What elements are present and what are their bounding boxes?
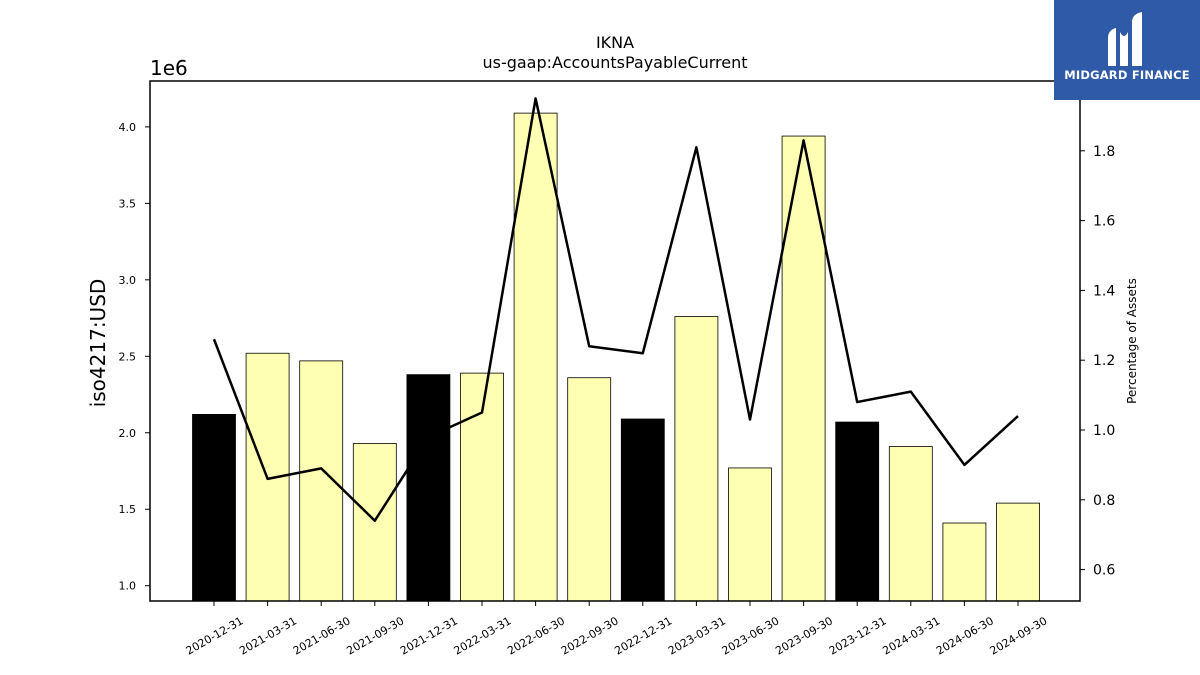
y2-tick-label: 1.6 [1093,214,1115,230]
bar-2021-09-30 [352,443,397,602]
bar-series [192,112,1040,602]
bar-2024-06-30 [942,522,987,602]
x-tick-label: 2022-06-30 [505,614,567,657]
logo-text: MIDGARD FINANCE [1064,68,1190,82]
y2-tick-label: 1.2 [1093,353,1115,369]
y-tick-label: 1.0 [119,580,137,593]
y2-tick-label: 1.0 [1093,423,1115,439]
percentage-of-assets-line [212,97,1019,522]
bar-2024-09-30 [996,502,1040,602]
bar-2021-12-31 [406,374,451,602]
y2-axis-ticks: 0.6 0.8 1.0 1.2 1.4 1.6 1.8 [1080,144,1115,579]
line-series [212,97,1019,522]
bar-2023-12-31 [835,421,880,602]
x-tick-label: 2021-03-31 [237,614,299,657]
y-tick-label: 3.5 [119,197,137,210]
x-tick-label: 2022-09-30 [559,614,621,657]
y-axis-ticks: 1.0 1.5 2.0 2.5 3.0 3.5 4.0 [119,121,150,593]
bar-2023-09-30 [781,135,826,602]
midgard-logo-icon [1108,12,1142,66]
y-tick-label: 4.0 [119,121,137,134]
x-tick-label: 2021-12-31 [398,614,460,657]
x-tick-label: 2023-09-30 [773,614,835,657]
bar-2023-03-31 [674,316,719,602]
x-tick-label: 2023-12-31 [827,614,889,657]
x-tick-label: 2024-03-31 [880,614,942,657]
y2-axis-label: Percentage of Assets [1125,278,1139,404]
bar-2024-03-31 [888,446,933,602]
plot-frame [149,80,1081,602]
y2-tick-label: 0.8 [1093,493,1115,509]
x-tick-label: 2021-06-30 [291,614,353,657]
x-axis-ticks: 2020-12-312021-03-312021-06-302021-09-30… [184,601,1050,658]
bar-2023-06-30 [728,467,772,602]
y-axis-label: iso4217:USD [86,279,110,408]
y-tick-label: 3.0 [119,274,137,287]
x-tick-label: 2023-06-30 [720,614,782,657]
x-tick-label: 2023-03-31 [666,614,728,657]
y2-tick-label: 0.6 [1093,563,1115,579]
bar-2021-06-30 [299,360,344,602]
bar-2022-09-30 [567,377,612,602]
y-tick-label: 1.5 [119,503,137,516]
y2-tick-label: 1.8 [1093,144,1115,160]
x-tick-label: 2024-06-30 [934,614,996,657]
y-tick-label: 2.0 [119,427,137,440]
bar-2022-06-30 [513,112,558,602]
y2-tick-label: 1.4 [1093,283,1115,299]
bar-2022-12-31 [620,418,665,602]
midgard-finance-logo: MIDGARD FINANCE [1054,0,1200,100]
x-tick-label: 2020-12-31 [184,614,246,657]
bar-2020-12-31 [192,414,236,602]
x-tick-label: 2022-03-31 [452,614,514,657]
x-tick-label: 2021-09-30 [344,614,406,657]
x-tick-label: 2024-09-30 [988,614,1050,657]
x-tick-label: 2022-12-31 [612,614,674,657]
y-tick-label: 2.5 [119,350,137,363]
chart-title: IKNA [596,33,634,52]
chart-subtitle: us-gaap:AccountsPayableCurrent [482,53,747,72]
y-axis-multiplier: 1e6 [150,56,188,80]
